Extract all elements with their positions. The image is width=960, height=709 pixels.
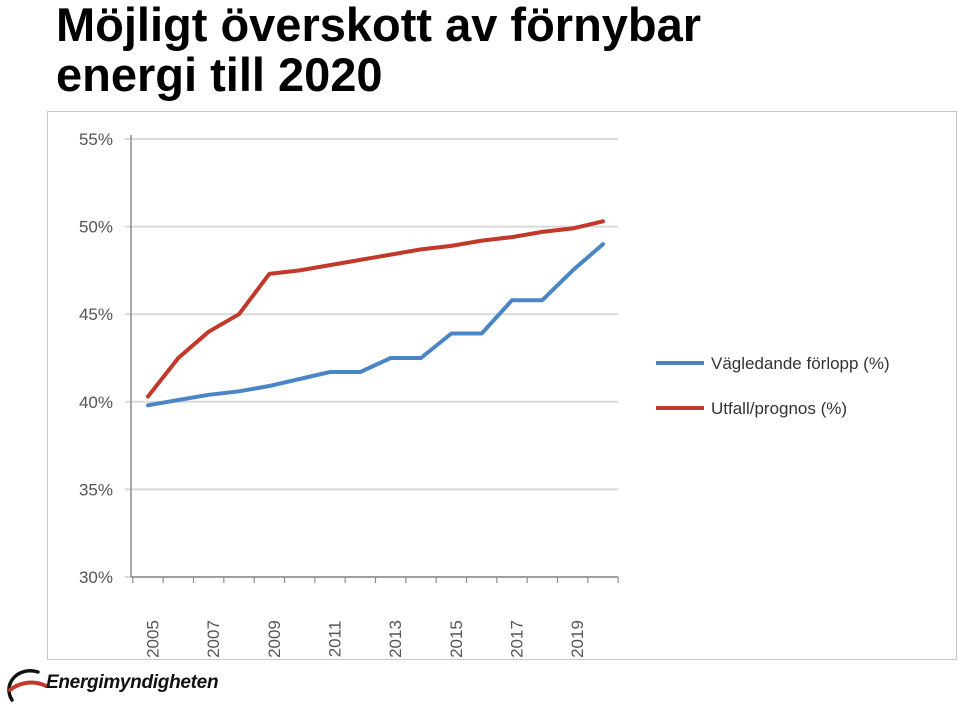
y-tick-label: 30% [79,568,113,587]
x-tick-label: 2009 [265,620,284,658]
y-tick-label: 40% [79,393,113,412]
series-line-utfall [146,219,605,399]
chart-frame: 55% 50% 45% 40% 35% 30% 2005 2007 2009 2011 2013 20… [47,111,957,660]
logo-text: Energimyndigheten [46,672,219,693]
slide-title: Möjligt överskott av förnybar energi til… [56,0,936,100]
legend-label: Utfall/prognos (%) [711,399,847,418]
series-line-vagledande [146,242,605,408]
line-chart: 55% 50% 45% 40% 35% 30% 2005 2007 2009 2011 2013 20… [79,130,890,658]
x-tick-label: 2007 [204,620,223,658]
y-tick-label: 50% [79,218,113,237]
x-tick-label: 2013 [386,620,405,658]
y-tick-label: 35% [79,480,113,499]
legend-label: Vägledande förlopp (%) [711,354,890,373]
energimyndigheten-logo-icon [7,669,48,702]
y-tick-label: 55% [79,130,113,149]
x-tick-label: 2011 [325,621,344,658]
x-tick-label: 2015 [447,620,466,658]
x-tick-label: 2017 [507,620,526,658]
slide-title-line-2: energi till 2020 [56,48,383,101]
y-tick-label: 45% [79,305,113,324]
x-tick-label: 2005 [143,620,162,658]
slide-title-line-1: Möjligt överskott av förnybar [56,0,702,51]
x-tick-label: 2019 [568,620,587,658]
